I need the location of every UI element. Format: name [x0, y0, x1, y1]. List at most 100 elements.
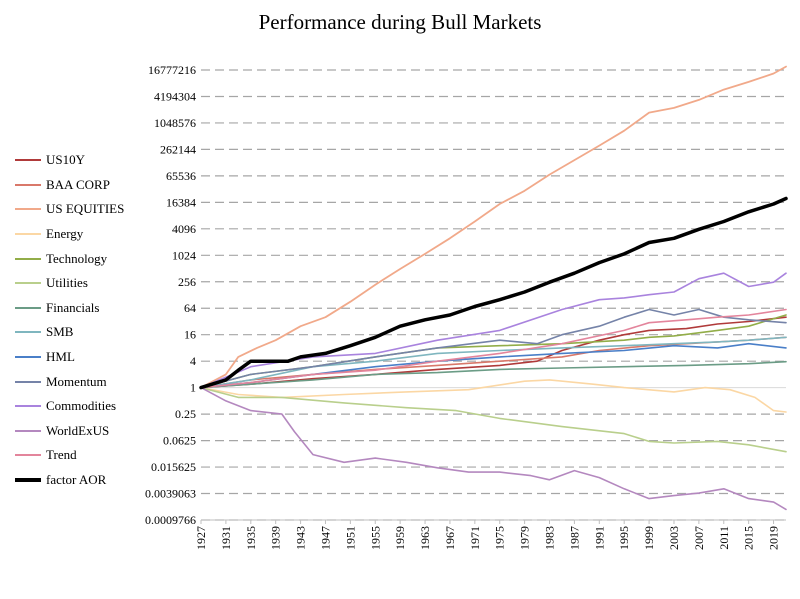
legend-swatch: [15, 282, 41, 285]
x-tick-label: 1951: [343, 526, 357, 550]
legend-swatch: [15, 356, 41, 359]
x-tick-label: 1963: [418, 526, 432, 550]
legend-swatch: [15, 454, 41, 457]
x-tick-label: 1943: [294, 526, 308, 550]
series-line-trend: [200, 308, 787, 389]
series-line-momentum: [200, 308, 787, 389]
y-tick-label: 256: [178, 275, 196, 289]
y-tick-label: 0.0039063: [145, 487, 196, 501]
y-tick-label: 1024: [172, 248, 196, 262]
legend-label: HML: [46, 349, 75, 365]
y-tick-label: 0.0625: [163, 434, 196, 448]
legend-label: WorldExUS: [46, 422, 110, 438]
x-tick-label: 2003: [667, 526, 681, 550]
legend-item: Financials: [15, 296, 165, 321]
x-tick-label: 2007: [692, 526, 706, 550]
x-tick-label: 1971: [468, 526, 482, 550]
y-axis: 1677721641943041048576262144655361638440…: [145, 63, 196, 527]
gridlines: [201, 69, 786, 521]
legend-swatch: [15, 331, 41, 334]
x-tick-label: 2019: [767, 526, 781, 550]
chart-title: Performance during Bull Markets: [258, 10, 542, 34]
y-tick-label: 16384: [166, 195, 196, 209]
y-tick-label: 4096: [172, 222, 196, 236]
x-axis: 1927 1931 1935 1939 1943 1947 1951 1955 1959 1963…: [194, 520, 781, 550]
legend-item: Utilities: [15, 271, 165, 296]
legend-item: WorldExUS: [15, 419, 165, 444]
legend-swatch: [15, 183, 41, 186]
legend-item: Technology: [15, 246, 165, 271]
legend-swatch: [15, 478, 41, 483]
legend-label: Technology: [46, 250, 108, 266]
y-tick-label: 65536: [166, 169, 196, 183]
x-tick-label: 1983: [543, 526, 557, 550]
x-tick-label: 1979: [518, 526, 532, 550]
y-tick-label: 0.25: [175, 407, 196, 421]
y-tick-label: 16: [184, 328, 196, 342]
legend-label: factor AOR: [46, 472, 107, 488]
legend-swatch: [15, 380, 41, 383]
x-tick-label: 1975: [493, 526, 507, 550]
legend-item: Momentum: [15, 369, 165, 394]
series-line-financials: [200, 360, 787, 389]
y-tick-label: 0.0009766: [145, 513, 196, 527]
series-lines: [199, 65, 788, 511]
legend-label: Momentum: [46, 373, 107, 389]
legend-label: SMB: [46, 324, 74, 340]
legend-label: US EQUITIES: [46, 201, 125, 217]
y-tick-label: 0.015625: [151, 460, 196, 474]
legend-item: Commodities: [15, 394, 165, 419]
legend-label: Financials: [46, 299, 100, 315]
x-tick-label: 1955: [368, 526, 382, 550]
legend-label: US10Y: [46, 152, 86, 168]
x-tick-label: 1931: [219, 526, 233, 550]
legend-swatch: [15, 257, 41, 260]
legend-swatch: [15, 208, 41, 211]
series-line-factor-aor: [199, 196, 788, 390]
y-tick-label: 262144: [160, 142, 196, 156]
legend-item: Trend: [15, 443, 165, 468]
legend-swatch: [15, 233, 41, 236]
legend-item: HML: [15, 345, 165, 370]
x-tick-label: 1959: [393, 526, 407, 550]
legend-label: Trend: [46, 447, 77, 463]
y-tick-label: 4194304: [154, 89, 196, 103]
legend-swatch: [15, 159, 41, 162]
series-line-us-equities: [200, 65, 787, 389]
y-tick-label: 1: [190, 381, 196, 395]
legend-swatch: [15, 306, 41, 309]
y-tick-label: 4: [190, 354, 196, 368]
series-line-worldexus: [200, 386, 787, 511]
series-line-energy: [200, 379, 787, 413]
legend-item: factor AOR: [15, 468, 165, 493]
legend-label: BAA CORP: [46, 176, 110, 192]
series-line-commodities: [200, 272, 787, 389]
legend-label: Energy: [46, 226, 84, 242]
legend-item: SMB: [15, 320, 165, 345]
x-tick-label: 1991: [592, 526, 606, 550]
y-tick-label: 1048576: [154, 116, 196, 130]
legend: US10Y BAA CORP US EQUITIES Energy Technology…: [15, 148, 165, 492]
legend-swatch: [15, 405, 41, 408]
legend-swatch: [15, 429, 41, 432]
x-tick-label: 1987: [567, 526, 581, 550]
legend-label: Commodities: [46, 398, 117, 414]
x-tick-label: 1935: [244, 526, 258, 550]
x-tick-label: 1939: [269, 526, 283, 550]
x-tick-label: 1947: [318, 526, 332, 550]
legend-item: Energy: [15, 222, 165, 247]
legend-item: US10Y: [15, 148, 165, 173]
x-tick-label: 2015: [742, 526, 756, 550]
y-tick-label: 16777216: [148, 63, 196, 77]
x-tick-label: 2011: [717, 526, 731, 550]
legend-label: Utilities: [46, 275, 88, 291]
legend-item: BAA CORP: [15, 173, 165, 198]
series-line-utilities: [200, 386, 787, 453]
x-tick-label: 1967: [443, 526, 457, 550]
x-tick-label: 1927: [194, 526, 208, 550]
y-tick-label: 64: [184, 301, 196, 315]
x-tick-label: 1999: [642, 526, 656, 550]
legend-item: US EQUITIES: [15, 197, 165, 222]
x-tick-label: 1995: [617, 526, 631, 550]
